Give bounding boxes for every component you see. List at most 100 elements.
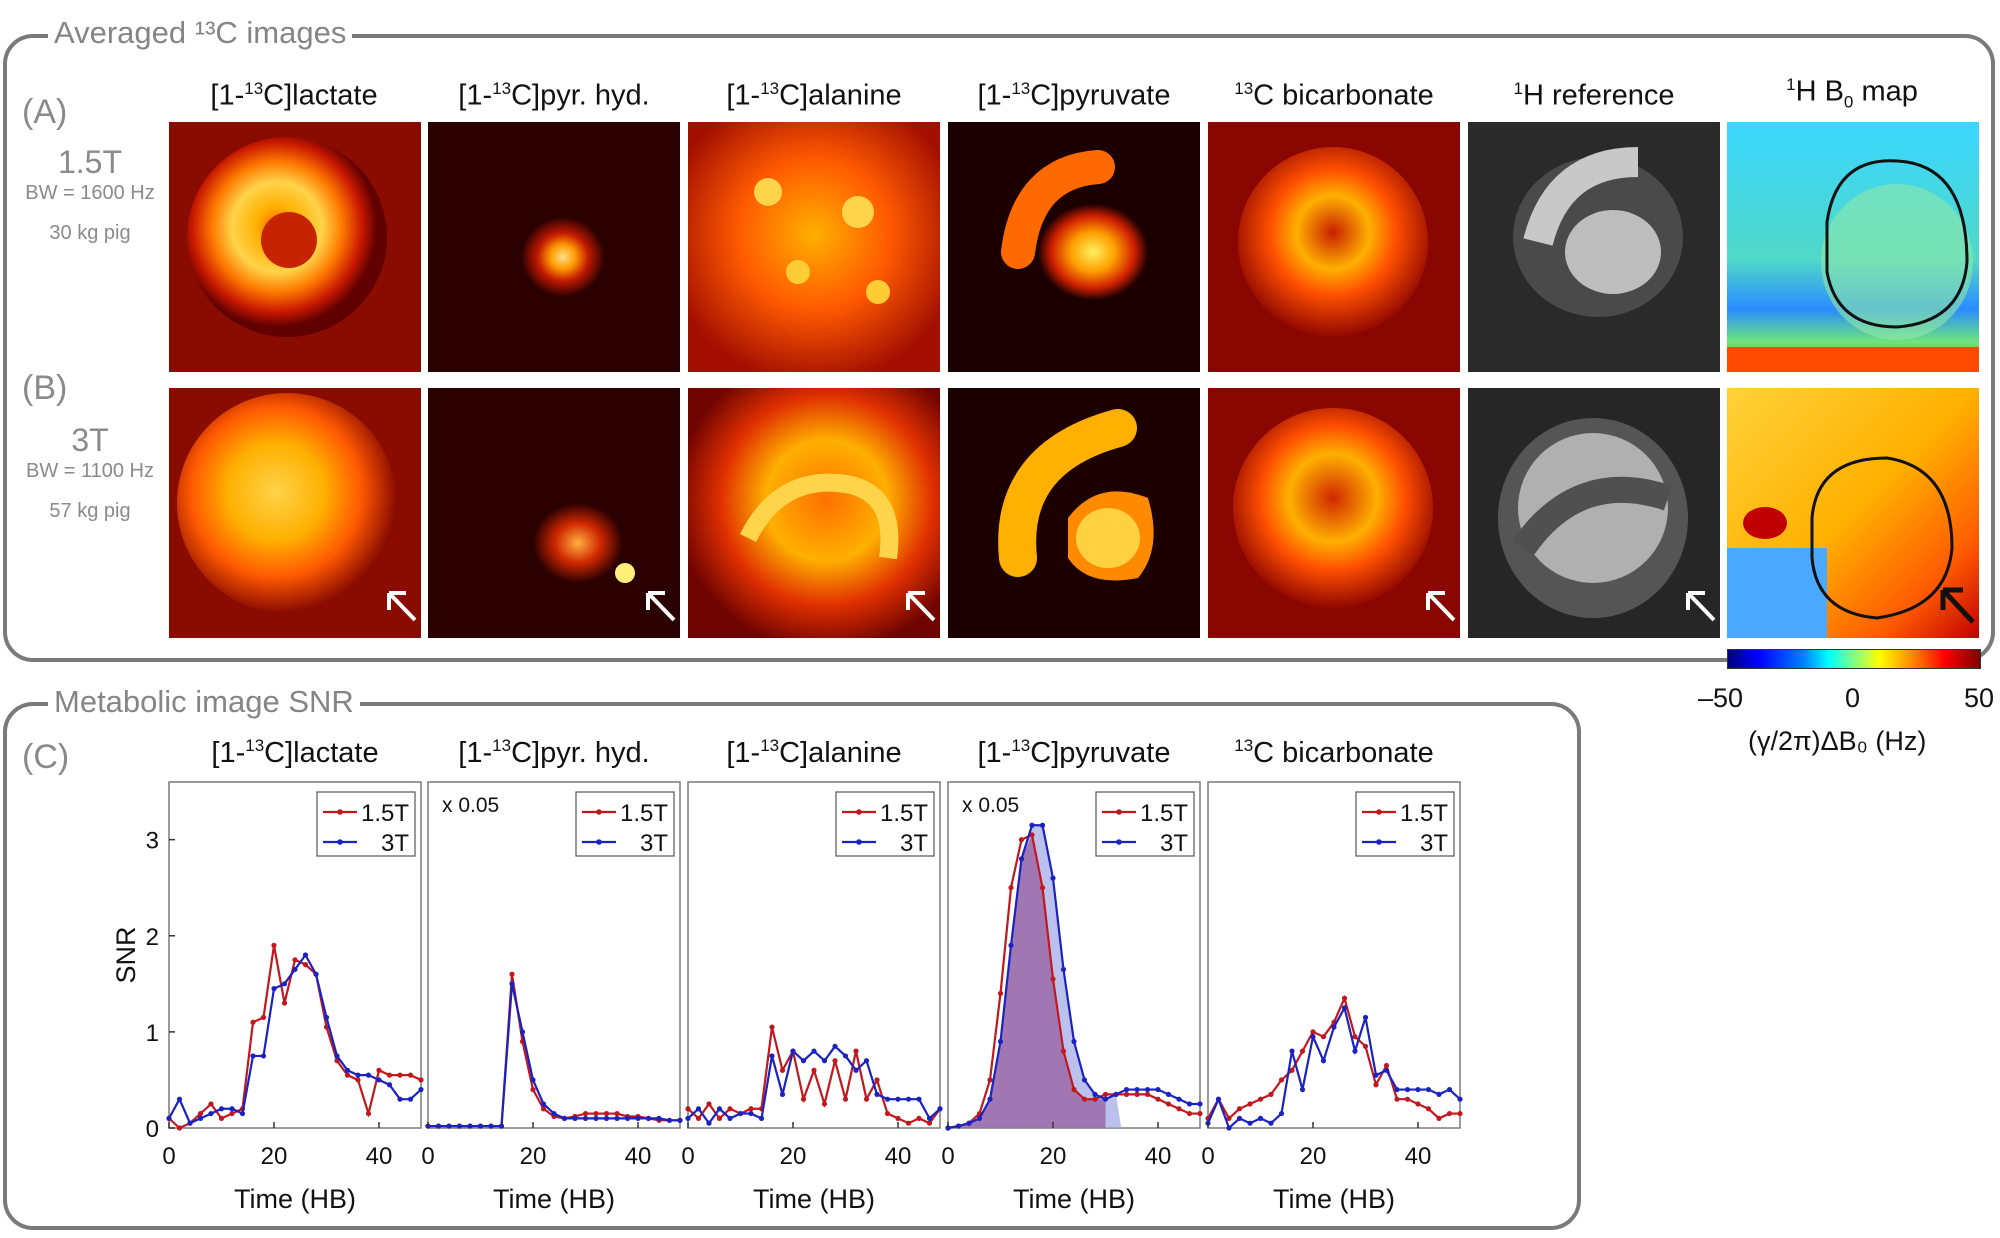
data-point — [1278, 1077, 1285, 1083]
data-point — [344, 1072, 351, 1078]
legend-marker — [596, 809, 602, 815]
col-header-lactate-post: C]lactate — [263, 79, 378, 112]
chart-title: [1-13C]lactate — [211, 736, 378, 769]
legend-marker — [1116, 839, 1122, 845]
data-point — [1050, 875, 1056, 881]
image-b0-map-1.5t — [1727, 122, 1979, 372]
x-axis-label: Time (HB) — [1273, 1184, 1395, 1214]
data-point — [1331, 1024, 1337, 1030]
legend-label: 1.5T — [880, 800, 928, 827]
col-header-b0-map-post: H B — [1795, 75, 1844, 108]
series-line-1-5t — [428, 974, 680, 1128]
image-h-reference-1.5t — [1468, 122, 1720, 372]
col-header-h-reference-post: H reference — [1522, 79, 1675, 112]
data-point — [1236, 1115, 1243, 1121]
data-point — [1247, 1120, 1253, 1126]
row-a-bandwidth: BW = 1600 Hz — [25, 182, 155, 204]
data-point — [197, 1115, 204, 1121]
image-lactate-3t — [169, 388, 421, 638]
image-alanine-1.5t — [688, 122, 940, 372]
data-point — [334, 1053, 340, 1059]
data-point — [1144, 1086, 1151, 1093]
data-point — [540, 1101, 547, 1107]
data-point — [884, 1096, 891, 1102]
data-point — [1320, 1034, 1327, 1040]
col-header-alanine-pre: [1- — [726, 79, 761, 112]
data-point — [271, 942, 277, 948]
col-header-alanine-sup: 13 — [760, 79, 780, 98]
chart-title: [1-13C]pyruvate — [978, 736, 1171, 769]
data-point — [624, 1115, 631, 1121]
data-point — [1352, 1048, 1358, 1054]
col-header-bicarbonate-post: C bicarbonate — [1253, 79, 1434, 112]
x-tick-label: 0 — [1201, 1143, 1214, 1170]
data-point — [561, 1115, 568, 1121]
data-point — [250, 1053, 256, 1059]
data-point — [435, 1123, 442, 1129]
data-point — [748, 1110, 754, 1117]
data-point — [1018, 856, 1025, 862]
image-b0-map-3t — [1727, 388, 1979, 638]
data-point — [176, 1096, 183, 1102]
data-point — [895, 1115, 901, 1121]
data-point — [874, 1077, 880, 1083]
data-point — [916, 1115, 922, 1121]
data-point — [593, 1110, 599, 1117]
data-point — [498, 1123, 505, 1129]
legend-label: 1.5T — [361, 800, 409, 827]
col-header-alanine: [1-13C]alanine — [688, 72, 940, 113]
data-point — [1226, 1115, 1232, 1121]
data-point — [853, 1067, 859, 1073]
chart-panel-3: [1-13C]pyruvate 0 20 40 Time (HB) x 0.05 1.5T 3… — [941, 736, 1203, 1214]
row-a-subject: 30 kg pig — [49, 222, 131, 244]
data-point — [1186, 1110, 1193, 1117]
data-point — [1310, 1029, 1316, 1035]
col-header-b0-map: 1H B0 map — [1726, 68, 1978, 119]
data-point — [376, 1077, 382, 1083]
data-point — [1415, 1086, 1421, 1093]
col-header-bicarbonate: 13C bicarbonate — [1208, 72, 1460, 113]
col-header-h-reference: 1H reference — [1468, 72, 1720, 113]
data-point — [1102, 1096, 1109, 1102]
x-tick-label: 0 — [162, 1143, 175, 1170]
data-point — [1029, 832, 1035, 838]
col-header-b0-map-sub: 0 — [1843, 92, 1854, 112]
legend-label: 1.5T — [1140, 800, 1188, 827]
chart-title: [1-13C]pyr. hyd. — [458, 736, 649, 769]
data-point — [446, 1123, 452, 1129]
image-h-reference-3t — [1468, 388, 1720, 638]
x-tick-label: 20 — [1300, 1143, 1327, 1170]
x-axis-label: Time (HB) — [234, 1184, 356, 1214]
data-point — [1081, 1096, 1088, 1102]
data-point — [1299, 1048, 1306, 1054]
data-point — [926, 1120, 933, 1126]
series-line-3t — [168, 952, 422, 1125]
data-point — [769, 1053, 775, 1059]
plot-axes-box — [427, 781, 681, 1129]
top-section-frame — [3, 34, 1995, 662]
col-header-h-reference-sup: 1 — [1513, 79, 1523, 98]
data-point — [1092, 1096, 1098, 1102]
colorbar-tick-max: 50 — [1964, 683, 1995, 713]
legend-box — [575, 791, 675, 857]
data-point — [926, 1115, 933, 1121]
data-point — [987, 1096, 993, 1102]
data-point — [187, 1120, 193, 1126]
data-point — [1362, 1014, 1369, 1021]
data-point — [1457, 1110, 1463, 1117]
data-point — [1373, 1082, 1379, 1088]
data-point — [811, 1067, 817, 1073]
col-header-bicarbonate-sup: 13 — [1234, 79, 1254, 98]
legend-label: 3T — [381, 830, 409, 857]
data-point — [769, 1024, 775, 1030]
col-header-pyruvate-sup: 13 — [1011, 79, 1031, 98]
col-header-pyruvate-post: C]pyruvate — [1030, 79, 1171, 112]
data-point — [1226, 1125, 1232, 1131]
data-point — [1404, 1086, 1411, 1093]
data-point — [1197, 1110, 1203, 1117]
data-point — [1165, 1101, 1172, 1107]
legend-label: 1.5T — [1400, 800, 1448, 827]
legend-label: 3T — [1420, 830, 1448, 857]
data-point — [1247, 1101, 1253, 1107]
y-tick-label: 3 — [146, 828, 159, 855]
